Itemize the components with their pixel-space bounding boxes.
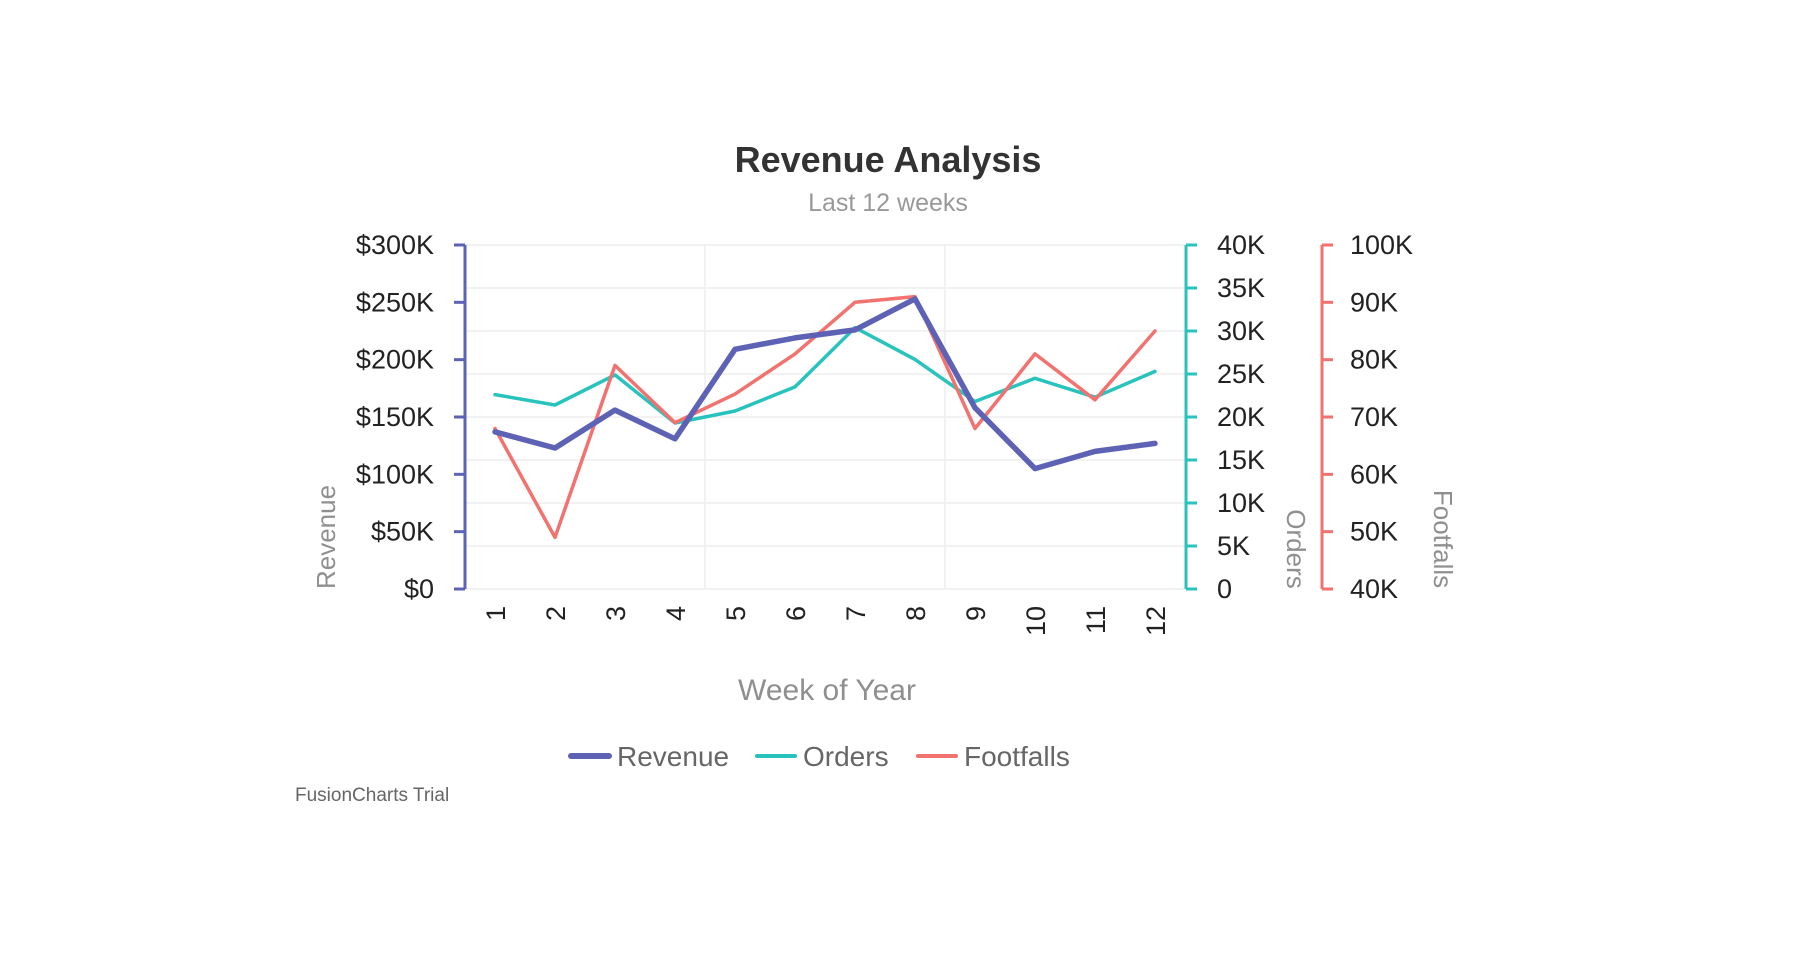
series-line-orders[interactable] — [493, 325, 1157, 425]
watermark-text: FusionCharts Trial — [295, 785, 449, 806]
data-point-revenue[interactable] — [729, 343, 741, 355]
revenue-axis-tick-label: $150K — [356, 402, 434, 432]
data-point-revenue[interactable] — [609, 404, 621, 416]
x-axis-tick-label: 2 — [541, 606, 571, 621]
data-point-footfalls[interactable] — [1089, 394, 1101, 406]
orders-axis-tick-label: 40K — [1217, 230, 1265, 260]
x-axis-tick-label: 3 — [601, 606, 631, 621]
footfalls-axis-tick-label: 90K — [1350, 287, 1398, 317]
data-point-orders[interactable] — [1149, 365, 1161, 377]
data-point-revenue[interactable] — [1089, 445, 1101, 457]
footfalls-axis-tick-label: 80K — [1350, 345, 1398, 375]
data-point-footfalls[interactable] — [609, 359, 621, 371]
orders-axis-tick-label: 0 — [1217, 574, 1232, 604]
data-point-revenue[interactable] — [1029, 463, 1041, 475]
x-axis-tick-label: 7 — [841, 606, 871, 621]
orders-axis-title: Orders — [1281, 509, 1311, 588]
legend-item-revenue[interactable]: Revenue — [568, 741, 729, 772]
revenue-axis-tick-label: $250K — [356, 287, 434, 317]
chart-axes: $0 $50K $100K $150K $200K $250K $300K Revenue 0 5… — [311, 230, 1458, 636]
revenue-axis-tick-label: $0 — [404, 574, 434, 604]
x-axis-tick-label: 6 — [781, 606, 811, 621]
x-axis-tick-label: 4 — [661, 606, 691, 621]
legend-item-footfalls[interactable]: Footfalls — [916, 741, 1070, 772]
data-point-orders[interactable] — [1029, 372, 1041, 384]
legend-label-revenue: Revenue — [617, 741, 729, 772]
orders-axis-tick-label: 15K — [1217, 445, 1265, 475]
data-point-footfalls[interactable] — [1029, 348, 1041, 360]
data-point-footfalls[interactable] — [729, 388, 741, 400]
data-point-revenue[interactable] — [489, 426, 501, 438]
series-line-revenue[interactable] — [492, 296, 1158, 472]
footfalls-axis-tick-label: 60K — [1350, 459, 1398, 489]
data-point-revenue[interactable] — [669, 433, 681, 445]
data-point-footfalls[interactable] — [549, 531, 561, 543]
footfalls-axis-tick-label: 50K — [1350, 517, 1398, 547]
footfalls-axis-tick-label: 40K — [1350, 574, 1398, 604]
data-point-orders[interactable] — [489, 389, 501, 401]
data-point-footfalls[interactable] — [789, 348, 801, 360]
series-line-footfalls[interactable] — [493, 294, 1157, 540]
revenue-axis-tick-label: $200K — [356, 345, 434, 375]
data-point-revenue[interactable] — [549, 442, 561, 454]
data-point-revenue[interactable] — [1149, 437, 1161, 449]
data-point-orders[interactable] — [729, 405, 741, 417]
legend-label-footfalls: Footfalls — [964, 741, 1070, 772]
data-point-footfalls[interactable] — [849, 296, 861, 308]
orders-axis-tick-label: 10K — [1217, 488, 1265, 518]
data-point-footfalls[interactable] — [669, 417, 681, 429]
x-axis-tick-label: 10 — [1021, 606, 1051, 636]
orders-axis-tick-label: 25K — [1217, 359, 1265, 389]
data-point-orders[interactable] — [789, 381, 801, 393]
revenue-axis-tick-label: $50K — [371, 517, 434, 547]
orders-axis-tick-label: 35K — [1217, 273, 1265, 303]
data-point-revenue[interactable] — [969, 402, 981, 414]
x-axis-title: Week of Year — [738, 674, 916, 707]
data-point-revenue[interactable] — [909, 293, 921, 305]
chart-subtitle: Last 12 weeks — [808, 189, 968, 217]
x-axis-tick-label: 5 — [721, 606, 751, 621]
footfalls-axis-title: Footfalls — [1428, 490, 1458, 588]
orders-axis-tick-label: 20K — [1217, 402, 1265, 432]
x-axis-tick-label: 1 — [481, 606, 511, 621]
legend-item-orders[interactable]: Orders — [755, 741, 889, 772]
data-point-orders[interactable] — [549, 399, 561, 411]
data-point-revenue[interactable] — [849, 324, 861, 336]
chart-title: Revenue Analysis — [735, 139, 1042, 180]
footfalls-axis-tick-label: 70K — [1350, 402, 1398, 432]
x-axis-tick-label: 8 — [901, 606, 931, 621]
data-point-revenue[interactable] — [789, 332, 801, 344]
legend-label-orders: Orders — [803, 741, 889, 772]
chart-legend[interactable]: Revenue Orders Footfalls — [568, 741, 1070, 772]
x-axis-tick-label: 11 — [1081, 606, 1111, 634]
orders-axis-tick-label: 30K — [1217, 316, 1265, 346]
orders-axis-tick-label: 5K — [1217, 531, 1250, 561]
data-point-orders[interactable] — [909, 353, 921, 365]
x-axis-tick-label: 12 — [1141, 606, 1171, 636]
footfalls-axis-tick-label: 100K — [1350, 230, 1413, 260]
revenue-axis-title: Revenue — [311, 485, 341, 589]
x-axis-tick-label: 9 — [961, 606, 991, 621]
data-point-footfalls[interactable] — [969, 422, 981, 434]
data-point-footfalls[interactable] — [1149, 325, 1161, 337]
chart-series — [489, 293, 1161, 543]
revenue-axis-tick-label: $300K — [356, 230, 434, 260]
revenue-axis-tick-label: $100K — [356, 459, 434, 489]
